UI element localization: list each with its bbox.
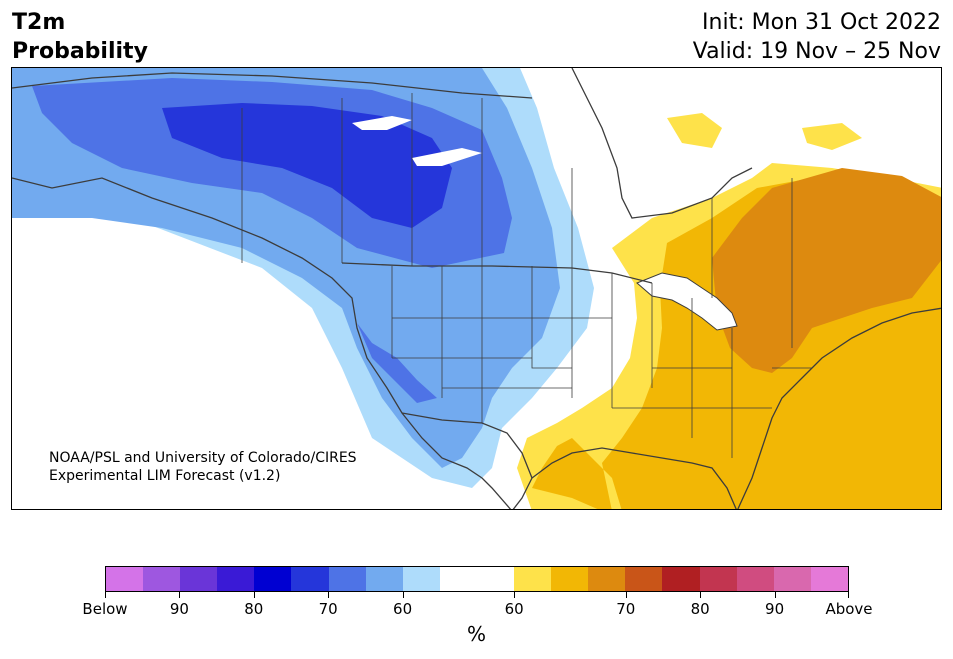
credit-line-2: Experimental LIM Forecast (v1.2) [49, 468, 281, 484]
yellow-patch-north [667, 113, 722, 148]
colorbar-segment [439, 567, 477, 591]
colorbar-segment [328, 567, 366, 591]
colorbar-segment [625, 567, 663, 591]
white-north-region [572, 68, 941, 218]
map-credit: NOAA/PSL and University of Colorado/CIRE… [49, 449, 357, 485]
colorbar-tick [105, 592, 106, 598]
blue-region-sw [357, 323, 437, 403]
colorbar-tick-label: 70 [616, 600, 636, 618]
map-panel [11, 67, 942, 510]
orange-region [712, 168, 941, 373]
colorbar-segment [106, 567, 144, 591]
colorbar-tick [774, 592, 776, 598]
colorbar-tick-label: 60 [393, 600, 413, 618]
colorbar-segment [699, 567, 737, 591]
lake-north-2 [412, 148, 482, 166]
colorbar-tick-label: 60 [504, 600, 524, 618]
init-date: Init: Mon 31 Oct 2022 [702, 10, 941, 35]
colorbar [105, 566, 849, 592]
yellow-patch-ne [802, 123, 862, 150]
colorbar-tick [402, 592, 404, 598]
lake-north-1 [352, 116, 412, 130]
gulf-coastline [512, 447, 737, 509]
colorbar-tick [625, 592, 627, 598]
colorbar-ticks: Below 90 80 70 60 60 70 80 90 Above [82, 592, 873, 618]
colorbar-tick [848, 592, 849, 598]
colorbar-segment [217, 567, 255, 591]
title-subtitle: Probability [12, 39, 148, 64]
colorbar-tick-label: 70 [318, 600, 338, 618]
colorbar-tick-label: 90 [169, 600, 189, 618]
colorbar-segment [588, 567, 626, 591]
colorbar-tick-label: Above [825, 600, 873, 618]
colorbar-segment [773, 567, 811, 591]
west-coastline [12, 177, 512, 509]
east-coastline [737, 307, 941, 509]
colorbar-segment [514, 567, 552, 591]
colorbar-tick [328, 592, 330, 598]
colorbar-tick-label: 80 [244, 600, 264, 618]
colorbar-segment [736, 567, 774, 591]
title-variable: T2m [12, 10, 66, 35]
colorbar-tick-label: Below [82, 600, 128, 618]
colorbar-unit: % [466, 622, 486, 646]
valid-range: Valid: 19 Nov – 25 Nov [692, 39, 941, 64]
colorbar-tick-label: 90 [765, 600, 785, 618]
map-title: T2m Probability [12, 8, 148, 66]
forecast-dates: Init: Mon 31 Oct 2022 Valid: 19 Nov – 25… [693, 8, 941, 66]
colorbar-tick [179, 592, 181, 598]
blue-dark-region [162, 103, 452, 228]
arctic-coast [12, 72, 533, 99]
great-lakes [636, 272, 738, 331]
probability-map [12, 68, 941, 509]
colorbar-segment [291, 567, 329, 591]
colorbar-segment [476, 567, 515, 591]
colorbar-segment [662, 567, 700, 591]
colorbar-segment [551, 567, 589, 591]
hudson-bay-coast [571, 68, 753, 219]
us-mexico-border [401, 412, 533, 479]
colorbar-segment [365, 567, 403, 591]
colorbar-segment [254, 567, 292, 591]
colorbar-segment [143, 567, 181, 591]
state-borders [391, 266, 812, 458]
colorbar-segment [810, 567, 848, 591]
colorbar-segment [402, 567, 440, 591]
colorbar-tick [253, 592, 255, 598]
colorbar-tick-label: 80 [690, 600, 710, 618]
colorbar-segment [180, 567, 218, 591]
canada-province-borders [241, 93, 793, 348]
credit-line-1: NOAA/PSL and University of Colorado/CIRE… [49, 450, 357, 466]
colorbar-tick [514, 592, 516, 598]
colorbar-tick [700, 592, 702, 598]
